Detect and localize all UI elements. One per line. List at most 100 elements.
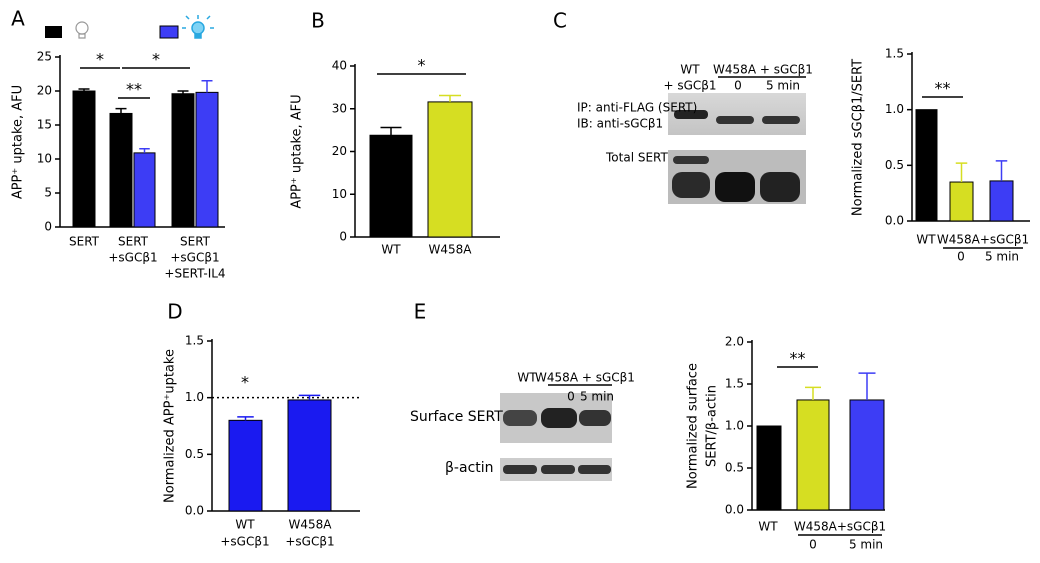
x-tick-label: WT bbox=[916, 233, 936, 247]
x-tick-label: +sGCβ1 bbox=[170, 251, 219, 265]
group-label: W458A+sGCβ1 bbox=[937, 233, 1029, 247]
legend-swatch bbox=[45, 26, 62, 38]
error-bar bbox=[955, 162, 968, 183]
y-tick-label: 10 bbox=[332, 187, 347, 201]
bar bbox=[72, 90, 96, 228]
y-tick-label: 0.5 bbox=[725, 461, 744, 475]
x-tick-label: SERT bbox=[69, 235, 100, 249]
row-label: Surface SERT bbox=[410, 409, 503, 425]
significance-label: * bbox=[152, 50, 160, 69]
lane-label: 0 bbox=[734, 79, 742, 93]
blot-image bbox=[668, 93, 806, 204]
legend-swatch bbox=[159, 25, 179, 39]
blot-image bbox=[500, 393, 612, 481]
bar bbox=[109, 112, 133, 228]
y-tick-label: 1.0 bbox=[185, 390, 204, 404]
row-label: Total SERT bbox=[605, 151, 669, 165]
lane-label: WT bbox=[680, 63, 700, 77]
significance-label: * bbox=[418, 56, 426, 75]
y-tick-label: 0.5 bbox=[885, 158, 904, 172]
y-tick-label: 1.5 bbox=[185, 334, 204, 348]
bulb-off-icon bbox=[75, 21, 89, 39]
y-axis-label: Normalized surface bbox=[686, 363, 701, 489]
panel-label: B bbox=[311, 9, 325, 33]
significance-label: ** bbox=[126, 80, 142, 99]
bar bbox=[287, 399, 332, 512]
x-tick-label: 5 min bbox=[849, 538, 883, 552]
error-bar bbox=[439, 94, 461, 102]
bar bbox=[756, 425, 782, 511]
significance-label: ** bbox=[790, 349, 806, 368]
x-tick-label: +sGCβ1 bbox=[108, 251, 157, 265]
y-tick-label: 1.5 bbox=[885, 47, 904, 61]
error-bar bbox=[237, 416, 254, 421]
error-bar bbox=[78, 88, 90, 91]
lane-label: 5 min bbox=[580, 390, 614, 404]
y-tick-label: 25 bbox=[37, 50, 52, 64]
significance-label: * bbox=[96, 50, 104, 69]
y-tick-label: 0.0 bbox=[185, 504, 204, 518]
x-tick-label: SERT bbox=[118, 235, 149, 249]
error-bar bbox=[380, 126, 402, 136]
y-tick-label: 0.0 bbox=[885, 214, 904, 228]
x-tick-label: WT bbox=[381, 243, 401, 257]
panel-label: C bbox=[553, 9, 567, 33]
row-label: β-actin bbox=[445, 460, 494, 476]
bar bbox=[949, 181, 974, 222]
y-axis-label: APP⁺ uptake, AFU bbox=[11, 85, 26, 199]
x-tick-label: +sGCβ1 bbox=[220, 535, 269, 549]
panel-label: A bbox=[11, 7, 25, 31]
y-axis-label: Normalized sGCβ1/SERT bbox=[851, 59, 866, 216]
bar bbox=[195, 91, 219, 228]
bar bbox=[228, 419, 263, 512]
significance-label: * bbox=[241, 373, 249, 392]
row-label: IB: anti-sGCβ1 bbox=[577, 117, 663, 131]
x-tick-label: 0 bbox=[957, 250, 965, 264]
error-bar bbox=[115, 107, 127, 114]
y-axis-label: Normalized APP⁺uptake bbox=[163, 349, 178, 503]
y-tick-label: 10 bbox=[37, 152, 52, 166]
bar bbox=[849, 399, 885, 511]
x-tick-label: 5 min bbox=[985, 250, 1019, 264]
error-bar bbox=[139, 148, 150, 153]
lane-label: 5 min bbox=[766, 79, 800, 93]
lane-group-label: W458A + sGCβ1 bbox=[713, 63, 813, 77]
x-tick-label: WT bbox=[758, 520, 778, 534]
y-axis-label: APP⁺ uptake, AFU bbox=[290, 94, 305, 208]
y-tick-label: 0.0 bbox=[725, 503, 744, 517]
error-bar bbox=[201, 80, 213, 93]
y-tick-label: 20 bbox=[37, 84, 52, 98]
row-label: IP: anti-FLAG (SERT) bbox=[577, 101, 697, 115]
bar bbox=[171, 93, 195, 228]
bar bbox=[133, 152, 156, 228]
bulb-on-icon bbox=[182, 15, 214, 39]
y-tick-label: 1.0 bbox=[725, 419, 744, 433]
lane-label: 0 bbox=[567, 390, 575, 404]
x-tick-label: WT bbox=[235, 518, 255, 532]
y-tick-label: 0 bbox=[44, 220, 52, 234]
y-tick-label: 40 bbox=[332, 59, 347, 73]
lane-label: WT bbox=[517, 371, 537, 385]
y-axis-label: SERT/β-actin bbox=[705, 385, 720, 467]
group-label: W458A+sGCβ1 bbox=[794, 520, 886, 534]
x-tick-label: W458A bbox=[429, 243, 473, 257]
y-tick-label: 5 bbox=[44, 186, 52, 200]
x-tick-label: 0 bbox=[809, 538, 817, 552]
y-tick-label: 2.0 bbox=[725, 335, 744, 349]
significance-label: ** bbox=[935, 79, 951, 98]
x-tick-label: +sGCβ1 bbox=[285, 535, 334, 549]
error-bar bbox=[298, 394, 321, 400]
error-bar bbox=[805, 386, 821, 400]
bar bbox=[427, 101, 473, 238]
lane-group-label: W458A + sGCβ1 bbox=[535, 371, 635, 385]
x-tick-label: W458A bbox=[289, 518, 333, 532]
lane-label: + sGCβ1 bbox=[663, 79, 716, 93]
panel-label: D bbox=[167, 300, 182, 324]
y-tick-label: 0.5 bbox=[185, 447, 204, 461]
x-tick-label: SERT bbox=[180, 235, 211, 249]
y-tick-label: 30 bbox=[332, 101, 347, 115]
bar bbox=[796, 399, 830, 511]
y-tick-label: 1.0 bbox=[885, 102, 904, 116]
